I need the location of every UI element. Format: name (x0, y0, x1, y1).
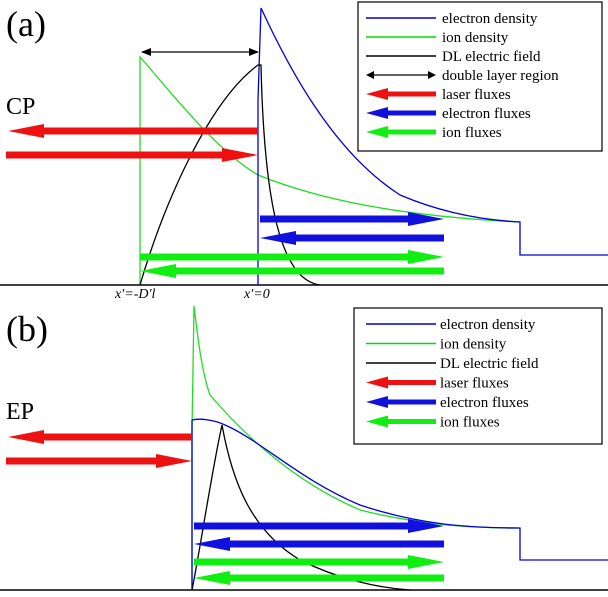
panel-b-legend-item: electron density (366, 317, 536, 333)
panel-a-legend: electron density ion density DL electric f… (357, 1, 603, 152)
panel-a-ion-flux-left (140, 264, 444, 278)
panel-b-legend-symbol (366, 396, 436, 408)
panel-a-legend-label: laser fluxes (442, 87, 511, 103)
panel-a-legend-item: electron density (366, 11, 538, 27)
panel-a-legend-item: double layer region (366, 68, 559, 84)
panel-b-legend-symbol (366, 376, 436, 389)
panel-b-ion-flux-right (194, 555, 444, 569)
panel-a-x-zero-label: x′=0 (243, 287, 270, 302)
panel-b-legend-item: ion density (366, 337, 507, 353)
panel-b-legend-label: laser fluxes (440, 376, 509, 392)
panel-b-electron-flux-left (194, 537, 444, 551)
panel-b-legend-label: DL electric field (440, 356, 539, 372)
panel-b-ion-flux-left (194, 571, 444, 585)
panel-a-legend-label: DL electric field (442, 49, 541, 65)
panel-a-laser-flux-right (6, 148, 258, 162)
panel-a-legend-label: double layer region (442, 68, 559, 84)
panel-b-laser-flux-right (6, 454, 192, 468)
panel-b-legend-label: electron density (440, 317, 536, 333)
panel-b-tag: (b) (6, 309, 48, 349)
panel-a-legend-label: electron density (442, 11, 538, 27)
panel-a-ion-flux-right (140, 250, 444, 264)
panel-a-dl-field-curve (139, 64, 321, 286)
panel-a-legend-box (357, 1, 603, 152)
panel-b-legend-item: electron fluxes (366, 395, 529, 411)
panel-a-electron-density-curve (257, 7, 608, 285)
panel-a-legend-item: electron fluxes (366, 106, 531, 122)
panel-a-legend-symbol (366, 126, 436, 138)
panel-b-legend-item: laser fluxes (366, 376, 509, 392)
panel-a-electron-flux-right (260, 212, 444, 226)
panel-a-legend-item: ion density (366, 30, 509, 46)
panel-a-mode-label: CP (6, 94, 35, 120)
panel-b-legend-item: DL electric field (366, 356, 539, 372)
panel-a-legend-label: ion density (442, 30, 509, 46)
panel-a-legend-item: ion fluxes (366, 125, 502, 141)
panel-b-legend-label: ion density (440, 337, 507, 353)
panel-a-legend-symbol (366, 107, 436, 119)
panel-a-tag: (a) (6, 4, 46, 44)
panel-a-legend-item: DL electric field (366, 49, 541, 65)
panel-a-legend-label: electron fluxes (442, 106, 531, 122)
panel-a: (a) CP (0, 1, 608, 302)
panel-b-legend-symbol (366, 415, 436, 428)
panel-a-laser-flux-left (8, 124, 258, 138)
panel-b-legend-item: ion fluxes (366, 415, 500, 431)
panel-b-legend: electron density ion density DL electric f… (353, 307, 603, 445)
panel-a-legend-label: ion fluxes (442, 125, 502, 141)
panel-b-laser-flux-left (8, 430, 192, 444)
panel-a-electron-flux-left (260, 231, 444, 245)
panel-b-electron-density-curve (191, 418, 608, 590)
panel-a-legend-symbol (366, 88, 436, 100)
panel-a-legend-item: laser fluxes (366, 87, 511, 103)
panel-a-x-left-label: x′=-D′l (114, 287, 156, 302)
panel-b-legend-label: electron fluxes (440, 395, 529, 411)
panel-b-legend-label: ion fluxes (440, 415, 500, 431)
panel-b-mode-label: EP (6, 399, 34, 425)
panel-b-electron-flux-right (194, 519, 444, 533)
panel-b: (b) EP (0, 305, 608, 591)
panel-a-legend-symbol (366, 71, 436, 79)
